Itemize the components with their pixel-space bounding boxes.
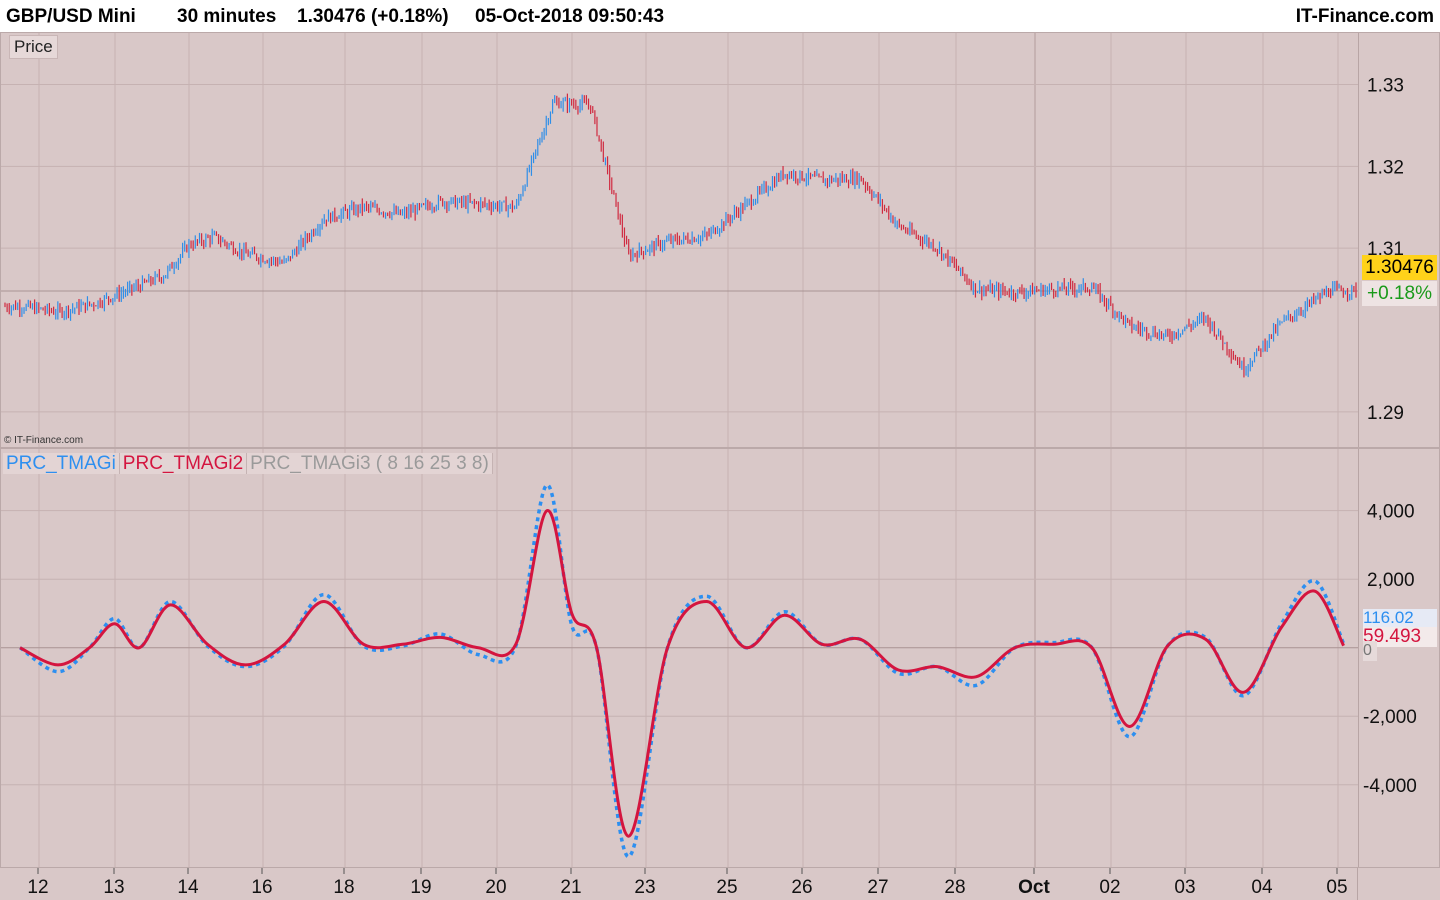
timeframe-label: 30 minutes <box>177 6 277 27</box>
x-tick-15: 03 <box>1174 877 1195 898</box>
x-tick-13: Oct <box>1018 877 1050 898</box>
legend-prc-tmagi2[interactable]: PRC_TMAGi2 <box>119 453 248 474</box>
brand-label: IT-Finance.com <box>1295 6 1434 27</box>
indicator-panel[interactable]: -4,000 -2,000 2,000 4,000 PRC_TMAGi PRC_TMAG… <box>0 448 1440 868</box>
x-tick-4: 18 <box>333 877 354 898</box>
x-tick-8: 23 <box>634 877 655 898</box>
instrument-name: GBP/USD Mini <box>6 6 136 27</box>
series-prc-tmagi <box>18 483 1346 859</box>
x-tick-1: 13 <box>103 877 124 898</box>
legend-prc-tmagi[interactable]: PRC_TMAGi <box>3 453 120 474</box>
ind-y-tick-2: 2,000 <box>1367 570 1415 591</box>
price-chart[interactable]: 1.29 1.31 1.32 1.33 <box>1 33 1439 447</box>
x-tick-11: 27 <box>867 877 888 898</box>
red-value-badge: 59.493 <box>1363 627 1437 647</box>
title-bar: GBP/USD Mini 30 minutes 1.30476 (+0.18%)… <box>0 0 1440 33</box>
last-price-badge: 1.30476 <box>1362 255 1437 280</box>
zero-value-badge: 0 <box>1363 641 1377 661</box>
blue-value-badge: 116.02 <box>1363 609 1437 627</box>
x-tick-12: 28 <box>944 877 965 898</box>
last-quote: 1.30476 (+0.18%) <box>297 6 449 27</box>
indicator-chart[interactable]: -4,000 -2,000 2,000 4,000 <box>1 449 1439 867</box>
x-tick-0: 12 <box>27 877 48 898</box>
price-y-tick-3: 1.33 <box>1367 76 1404 97</box>
ind-y-tick-3: 4,000 <box>1367 502 1415 523</box>
watermark: © IT-Finance.com <box>4 435 84 446</box>
indicator-legend: PRC_TMAGi PRC_TMAGi2 PRC_TMAGi3 ( 8 16 25 … <box>3 453 493 475</box>
price-panel[interactable]: 1.29 1.31 1.32 1.33 Price © IT-Finance.com … <box>0 32 1440 448</box>
x-tick-10: 26 <box>791 877 812 898</box>
x-axis: 12 13 14 16 18 19 20 21 23 25 26 27 28 Oct 02 03 04 05 <box>0 868 1440 900</box>
price-y-tick-1: 1.31 <box>1367 239 1404 260</box>
change-badge: +0.18% <box>1362 281 1437 306</box>
legend-prc-tmagi3[interactable]: PRC_TMAGi3 ( 8 16 25 3 8) <box>247 453 493 474</box>
ind-y-tick-0: -4,000 <box>1363 776 1417 797</box>
x-tick-7: 21 <box>560 877 581 898</box>
price-tag[interactable]: Price <box>9 35 58 59</box>
x-tick-17: 05 <box>1326 877 1347 898</box>
series-prc-tmagi2 <box>19 509 1345 838</box>
datetime-label: 05-Oct-2018 09:50:43 <box>475 6 665 27</box>
x-tick-9: 25 <box>716 877 737 898</box>
x-tick-14: 02 <box>1099 877 1120 898</box>
x-tick-3: 16 <box>251 877 272 898</box>
ind-y-tick-1: -2,000 <box>1363 707 1417 728</box>
x-tick-16: 04 <box>1251 877 1273 898</box>
price-y-tick-2: 1.32 <box>1367 157 1404 178</box>
x-tick-2: 14 <box>177 877 199 898</box>
x-tick-6: 20 <box>485 877 506 898</box>
price-y-tick-0: 1.29 <box>1367 403 1404 424</box>
x-tick-5: 19 <box>410 877 431 898</box>
